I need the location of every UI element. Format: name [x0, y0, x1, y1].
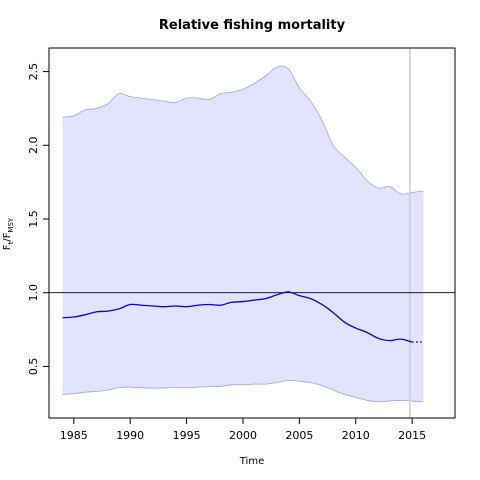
upper-bound-line: [62, 65, 424, 195]
confidence-band: [62, 66, 424, 402]
y-tick-label-2: 1.5: [27, 210, 40, 228]
y-tick-label-3: 2.0: [27, 137, 40, 155]
x-tick-label-1985: 1985: [60, 429, 88, 442]
y-axis: 0.5 1.0 1.5 2.0 2.5: [27, 63, 49, 375]
x-axis: 1985 1990 1995 2000 2005 2010 2015: [60, 418, 426, 442]
x-tick-label-2010: 2010: [342, 429, 370, 442]
chart-title: Relative fishing mortality: [159, 18, 346, 33]
y-axis-label: Ft/FMSY: [2, 217, 15, 250]
y-tick-label-1: 1.0: [27, 284, 40, 302]
y-tick-label-4: 2.5: [27, 63, 40, 81]
y-label-sub2: MSY: [7, 217, 15, 232]
y-tick-label-0: 0.5: [27, 358, 40, 376]
x-axis-label: Time: [239, 456, 264, 467]
y-label-sub1: t: [7, 241, 15, 244]
x-tick-label-1995: 1995: [173, 429, 201, 442]
x-tick-label-2005: 2005: [285, 429, 313, 442]
plot-frame: [48, 47, 456, 419]
x-tick-label-2000: 2000: [229, 429, 257, 442]
y-label-sep: /F: [2, 232, 13, 241]
y-label-main: F: [2, 244, 13, 250]
lower-bound-line: [62, 379, 424, 403]
estimate-line: [62, 291, 413, 343]
plot-area: [49, 48, 455, 418]
x-tick-label-2015: 2015: [398, 429, 426, 442]
x-tick-label-1990: 1990: [116, 429, 144, 442]
